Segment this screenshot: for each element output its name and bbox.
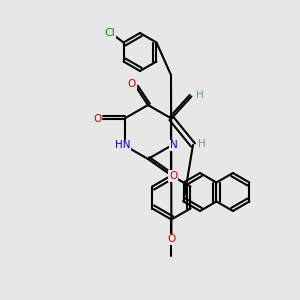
Text: O: O bbox=[94, 113, 102, 124]
Text: H: H bbox=[196, 89, 203, 100]
Text: O: O bbox=[167, 235, 175, 244]
Text: N: N bbox=[169, 140, 177, 151]
Text: HN: HN bbox=[115, 140, 130, 151]
Text: O: O bbox=[128, 79, 136, 89]
Text: H: H bbox=[198, 139, 206, 149]
Text: O: O bbox=[169, 171, 177, 181]
Text: Cl: Cl bbox=[104, 28, 115, 38]
